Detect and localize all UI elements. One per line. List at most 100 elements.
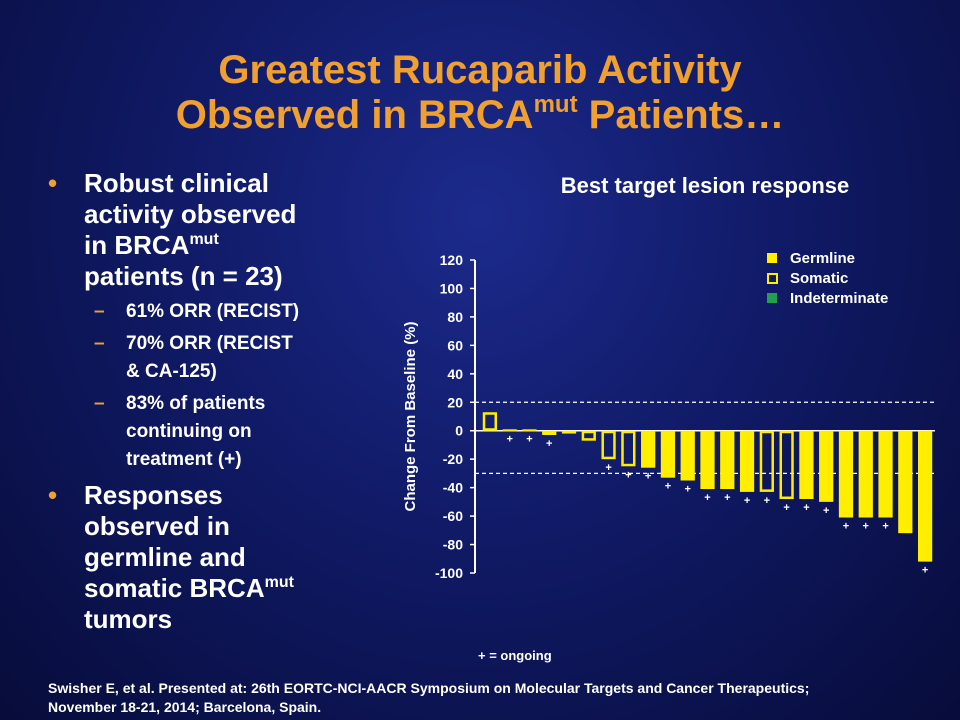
bar-somatic <box>482 412 498 431</box>
ongoing-marker: + <box>665 481 671 493</box>
sub-bullet-orr-ca125: – 70% ORR (RECIST & CA-125) <box>48 330 368 386</box>
y-tick-label: -100 <box>435 565 463 581</box>
title-line-2-end: Patients… <box>577 93 785 137</box>
bullet-text: patients (n = 23) <box>84 261 283 291</box>
legend-swatch-indeterminate <box>767 293 777 303</box>
ongoing-marker: + <box>704 492 710 504</box>
y-tick-label: -80 <box>443 537 463 553</box>
bar-germline <box>660 430 676 478</box>
bar-germline <box>502 429 517 432</box>
bullet-text-part: somatic BRCA <box>84 573 265 603</box>
ongoing-marker: + <box>506 434 512 446</box>
bar-germline <box>799 430 814 500</box>
bar-germline <box>561 430 577 434</box>
dash-icon: – <box>94 333 105 354</box>
y-tick-label: 20 <box>447 394 463 410</box>
ongoing-marker: + <box>882 521 888 533</box>
ongoing-legend-note: + = ongoing <box>478 648 552 663</box>
ongoing-marker: + <box>783 502 789 514</box>
citation-footnote: Swisher E, et al. Presented at: 26th EOR… <box>48 679 948 717</box>
dash-icon: – <box>94 301 105 322</box>
bar-germline <box>720 430 735 490</box>
sub-bullet-text: 70% ORR (RECIST <box>126 333 293 354</box>
bullet-responses: • Responses observed in germline and som… <box>48 480 368 635</box>
sub-bullet-text: continuing on <box>126 421 252 442</box>
sub-bullet-text: treatment (+) <box>126 449 242 470</box>
y-tick-label: 80 <box>447 309 463 325</box>
title-superscript: mut <box>533 91 578 118</box>
ongoing-marker: + <box>744 495 750 507</box>
citation-line-2: November 18-21, 2014; Barcelona, Spain. <box>48 699 322 715</box>
bullet-text: germline and <box>84 542 246 572</box>
legend-label: Germline <box>790 250 855 267</box>
sub-bullet-text: 61% ORR (RECIST) <box>126 301 300 322</box>
bar-germline <box>522 429 537 432</box>
bullet-text-part: in BRCA <box>84 230 190 260</box>
legend-swatch-somatic <box>767 273 778 284</box>
y-tick-label: 40 <box>447 366 463 382</box>
title-line-2: Observed in BRCAmut Patients… <box>0 93 960 138</box>
legend-label: Somatic <box>790 270 848 287</box>
ongoing-marker: + <box>684 484 690 496</box>
title-line-1: Greatest Rucaparib Activity <box>218 48 742 92</box>
sub-bullet-continuing: – 83% of patients continuing on treatmen… <box>48 390 368 474</box>
bar-germline <box>917 430 933 562</box>
ongoing-marker: + <box>823 505 829 517</box>
y-tick-label: -40 <box>443 480 463 496</box>
bullet-list: • Robust clinical activity observed in B… <box>48 168 368 635</box>
bullet-text: Responses <box>84 480 223 510</box>
citation-line-1: Swisher E, et al. Presented at: 26th EOR… <box>48 680 810 696</box>
ongoing-marker: + <box>922 565 928 577</box>
waterfall-chart: -100 -80 -60 -40 -20 0 20 40 60 80 100 120 Change Fr… <box>402 250 935 581</box>
bullet-text: in BRCAmut <box>84 230 368 261</box>
bullet-dot-icon: • <box>48 168 58 198</box>
bullet-text: tumors <box>84 604 173 634</box>
title-line-2-text: Observed in BRCA <box>175 93 534 137</box>
bar-germline <box>700 430 715 490</box>
bar-germline <box>858 430 873 518</box>
ongoing-marker: + <box>526 434 532 446</box>
bullet-text: activity observed <box>84 199 297 229</box>
bullet-dot-icon: • <box>48 480 58 510</box>
bar-somatic <box>581 430 596 441</box>
bar-somatic <box>601 430 616 460</box>
bar-germline <box>838 430 854 518</box>
ongoing-marker: + <box>843 521 849 533</box>
y-tick-label: -60 <box>443 508 463 524</box>
y-tick-label: 0 <box>455 423 463 439</box>
sub-bullet-text: 83% of patients <box>126 393 266 414</box>
sub-bullet-text: & CA-125) <box>126 361 217 382</box>
ongoing-marker: + <box>605 462 611 474</box>
bar-germline <box>542 430 557 435</box>
bar-germline <box>819 430 834 502</box>
ongoing-marker: + <box>645 471 651 483</box>
dash-icon: – <box>94 393 105 414</box>
ongoing-marker: + <box>803 502 809 514</box>
y-tick-label: 120 <box>440 252 464 268</box>
y-tick-label: -20 <box>443 451 463 467</box>
bullet-text: observed in <box>84 511 230 541</box>
bar-germline <box>680 430 695 481</box>
slide-title: Greatest Rucaparib Activity Observed in … <box>0 48 960 138</box>
bar-germline <box>641 430 656 468</box>
y-axis-label: Change From Baseline (%) <box>402 321 419 511</box>
sub-bullet-orr-recist: – 61% ORR (RECIST) <box>48 298 368 326</box>
bar-somatic <box>779 430 794 500</box>
ongoing-marker: + <box>625 469 631 481</box>
chart-title: Best target lesion response <box>560 173 850 198</box>
bullet-superscript: mut <box>264 574 294 591</box>
y-tick-label: 100 <box>440 280 464 296</box>
bar-somatic <box>759 430 774 492</box>
ongoing-marker: + <box>764 495 770 507</box>
ongoing-marker: + <box>863 521 869 533</box>
bullet-activity: • Robust clinical activity observed in B… <box>48 168 368 292</box>
bullet-superscript: mut <box>189 231 219 248</box>
ongoing-marker: + <box>546 438 552 450</box>
bullet-text: Robust clinical <box>84 168 269 198</box>
bullet-text: somatic BRCAmut <box>84 573 368 604</box>
bar-germline <box>898 430 913 534</box>
legend-label: Indeterminate <box>790 290 888 307</box>
legend-swatch-germline <box>767 253 777 263</box>
ongoing-marker: + <box>724 492 730 504</box>
bar-germline <box>739 430 755 492</box>
